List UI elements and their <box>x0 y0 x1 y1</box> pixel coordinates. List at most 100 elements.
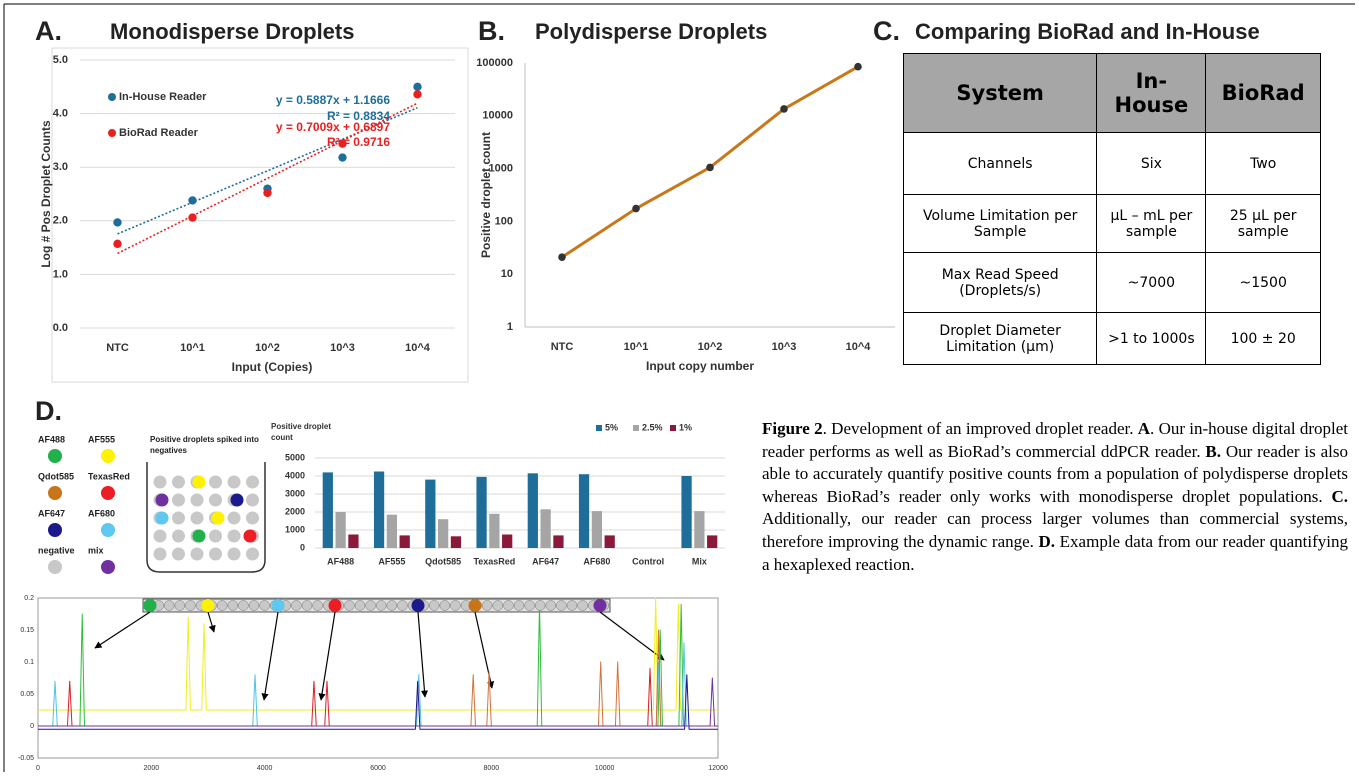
tube <box>146 462 266 573</box>
x-tick-label: 4000 <box>257 765 273 772</box>
droplet <box>153 547 167 561</box>
x-tick-label: Control <box>632 556 664 566</box>
caption-text: Our reader is also able to accurately qu… <box>762 441 1349 506</box>
legend-label: negative <box>38 545 75 555</box>
y-axis-label: Log # Pos Droplet Counts <box>39 120 53 268</box>
legend-label: AF647 <box>38 508 65 518</box>
x-tick-label: 10^1 <box>180 342 205 354</box>
droplet <box>439 600 451 611</box>
header-row: System In-House BioRad <box>902 53 1321 133</box>
droplet <box>411 599 425 612</box>
droplet <box>481 600 493 611</box>
x-tick-label: 10^4 <box>846 341 872 353</box>
droplet <box>513 600 525 611</box>
droplet <box>386 600 398 611</box>
header-cell: BioRad <box>1205 53 1321 133</box>
x-tick-label: AF680 <box>583 556 610 566</box>
legend-marker <box>48 560 62 574</box>
droplet <box>354 600 366 611</box>
droplet <box>328 599 342 612</box>
trend-equation: y = 0.7009x + 0.6897 <box>276 120 390 134</box>
y-tick-label: 2000 <box>285 506 305 516</box>
line <box>561 65 859 259</box>
legend-marker <box>101 560 115 574</box>
point <box>188 196 197 205</box>
x-axis-label: Input (Copies) <box>232 360 313 374</box>
droplet <box>153 475 167 489</box>
table-cell: µL – mL per sample <box>1096 194 1207 253</box>
table-cell: Droplet Diameter Limitation (µm) <box>902 312 1098 365</box>
caption-text: Additionally, our reader can process lar… <box>762 509 1348 551</box>
header-cell: In-House <box>1096 53 1207 133</box>
droplet <box>172 529 185 543</box>
legend-marker <box>633 425 639 431</box>
x-tick-label: 10000 <box>595 765 615 772</box>
droplet <box>545 600 557 611</box>
legend-marker <box>101 523 115 537</box>
table-row: Volume Limitation per Sample µL – mL per … <box>902 194 1321 253</box>
marker <box>706 163 714 172</box>
legend-label: TexasRed <box>88 471 130 481</box>
table-cell: Six <box>1096 132 1207 195</box>
bar <box>322 472 333 548</box>
arrow <box>318 611 336 701</box>
droplet <box>566 600 578 611</box>
droplet <box>209 547 222 561</box>
legend-label: In-House Reader <box>119 91 207 103</box>
legend-marker <box>48 449 62 463</box>
x-tick-label: NTC <box>551 341 574 353</box>
bar <box>425 479 436 548</box>
droplet <box>344 600 355 611</box>
x-tick-label: 12000 <box>708 765 728 772</box>
y-tick-label: -0.05 <box>18 755 34 762</box>
droplet <box>172 511 185 525</box>
bar <box>450 536 462 548</box>
table-cell: ~7000 <box>1096 252 1207 313</box>
x-tick-label: 10^3 <box>330 342 355 354</box>
table-cell: 100 ± 20 <box>1205 312 1321 365</box>
line <box>38 674 718 730</box>
caption: Figure 2. Development of an improved dro… <box>762 418 1348 576</box>
panel-label: C. <box>873 16 900 46</box>
droplet <box>468 599 482 612</box>
panel-label: D. <box>35 396 62 426</box>
y-tick-label: 1000 <box>285 524 305 534</box>
arrows <box>94 611 665 701</box>
table-cell: 25 µL per sample <box>1205 194 1321 253</box>
x-tick-label: 6000 <box>370 765 386 772</box>
droplet <box>492 600 504 611</box>
y-tick-label: 1.0 <box>53 268 68 280</box>
y-tick-label: 1000 <box>489 163 513 175</box>
chart-title: Polydisperse Droplets <box>535 19 767 44</box>
y-tick-label: 100 <box>495 215 513 227</box>
legend-label: AF680 <box>88 508 115 518</box>
x-tick-label: Qdot585 <box>425 556 461 566</box>
x-tick-label: 10^1 <box>624 341 649 353</box>
y-tick-label: 1 <box>507 321 513 333</box>
bar <box>476 476 487 548</box>
droplet <box>248 600 260 611</box>
point <box>413 90 422 99</box>
caption-text: Example data from our reader quantifying… <box>762 531 1348 574</box>
droplet <box>243 529 257 543</box>
droplet <box>246 493 259 507</box>
caption-text: Figure 2 <box>762 419 823 438</box>
y-tick-label: 0.0 <box>53 322 68 334</box>
droplet <box>397 600 408 611</box>
droplet <box>227 547 241 561</box>
bar <box>348 534 359 548</box>
droplet <box>163 600 175 611</box>
bar <box>707 535 718 548</box>
legend-marker <box>670 425 676 431</box>
table-cell: Max Read Speed (Droplets/s) <box>902 252 1098 313</box>
droplet <box>246 547 259 561</box>
droplet <box>246 511 259 525</box>
droplet <box>192 529 206 543</box>
droplet <box>450 600 461 611</box>
trend-r-squared: R² = 0.8834 <box>327 109 390 123</box>
legend-label: Qdot585 <box>38 471 74 481</box>
caption-text: . Our in-house digital droplet reader pe… <box>762 419 1348 461</box>
droplet <box>230 493 244 507</box>
droplet <box>524 600 535 611</box>
